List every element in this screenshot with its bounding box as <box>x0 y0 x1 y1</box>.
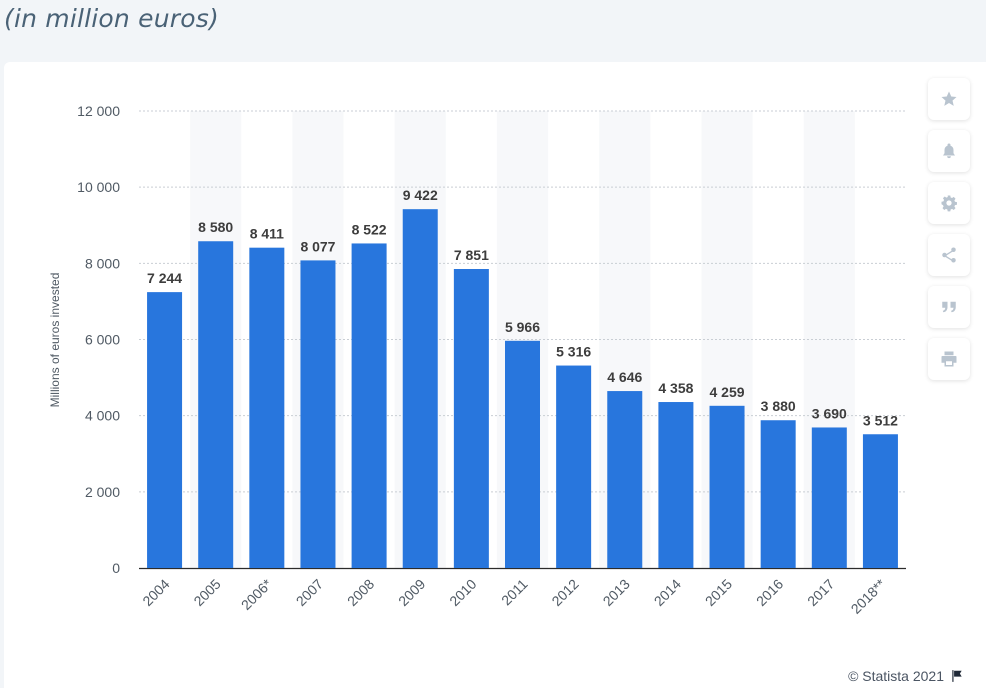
x-tick-label: 2008 <box>344 576 377 609</box>
x-tick-label: 2007 <box>293 576 326 609</box>
bar <box>760 420 796 568</box>
favorite-button[interactable] <box>928 78 970 120</box>
bar <box>658 402 694 568</box>
bar <box>862 434 898 568</box>
data-label: 4 358 <box>658 380 693 396</box>
star-icon <box>941 91 957 106</box>
x-tick-label: 2006* <box>238 575 276 613</box>
x-tick-label: 2012 <box>548 576 581 609</box>
x-tick-label: 2004 <box>139 576 172 609</box>
data-label: 5 966 <box>505 319 540 335</box>
chart-subtitle: (in million euros) <box>4 4 219 33</box>
data-label: 3 512 <box>863 412 898 428</box>
data-label: 5 316 <box>556 344 591 360</box>
data-label: 3 690 <box>812 405 847 421</box>
x-tick-label: 2011 <box>498 576 531 609</box>
data-label: 8 077 <box>300 238 335 254</box>
bar <box>811 427 847 568</box>
y-tick-label: 8 000 <box>85 255 120 271</box>
flag-icon <box>952 670 962 682</box>
data-label: 7 851 <box>454 247 489 263</box>
x-tick-label: 2016 <box>753 576 786 609</box>
data-label: 7 244 <box>147 270 182 286</box>
quote-icon <box>942 301 956 313</box>
bar <box>607 391 643 568</box>
y-tick-label: 10 000 <box>77 179 120 195</box>
print-icon <box>941 351 957 367</box>
y-tick-label: 0 <box>112 560 120 576</box>
bar <box>300 260 336 568</box>
x-tick-label: 2018** <box>848 575 889 616</box>
bar <box>249 247 285 568</box>
chart-toolbar <box>928 78 970 380</box>
y-tick-label: 12 000 <box>77 103 120 119</box>
credit-text: © Statista 2021 <box>848 668 944 684</box>
bar <box>709 405 745 568</box>
share-button[interactable] <box>928 234 970 276</box>
data-label: 4 646 <box>607 369 642 385</box>
x-tick-label: 2005 <box>190 576 223 609</box>
bar <box>402 209 438 568</box>
x-tick-label: 2015 <box>702 576 735 609</box>
y-axis-label: Millions of euros invested <box>48 273 62 408</box>
bar <box>505 340 540 568</box>
x-tick-label: 2017 <box>804 576 837 609</box>
x-tick-label: 2010 <box>446 576 479 609</box>
bar <box>147 292 183 568</box>
data-label: 8 411 <box>250 226 284 242</box>
bell-icon <box>943 143 955 159</box>
bar <box>198 241 234 568</box>
cite-button[interactable] <box>928 286 970 328</box>
x-tick-label: 2013 <box>600 576 633 609</box>
y-tick-label: 4 000 <box>85 408 120 424</box>
bar <box>556 365 592 568</box>
print-button[interactable] <box>928 338 970 380</box>
share-icon <box>942 247 956 263</box>
data-label: 9 422 <box>403 187 438 203</box>
statista-credit[interactable]: © Statista 2021 <box>848 668 964 684</box>
gear-icon <box>941 195 957 212</box>
data-label: 8 522 <box>352 221 387 237</box>
x-tick-label: 2014 <box>651 576 684 609</box>
y-tick-label: 6 000 <box>85 332 120 348</box>
notification-button[interactable] <box>928 130 970 172</box>
data-label: 3 880 <box>761 398 796 414</box>
bar <box>351 243 387 568</box>
data-label: 8 580 <box>198 219 233 235</box>
settings-button[interactable] <box>928 182 970 224</box>
x-tick-label: 2009 <box>395 576 428 609</box>
y-tick-label: 2 000 <box>85 484 120 500</box>
bar <box>453 269 489 568</box>
data-label: 4 259 <box>710 384 745 400</box>
